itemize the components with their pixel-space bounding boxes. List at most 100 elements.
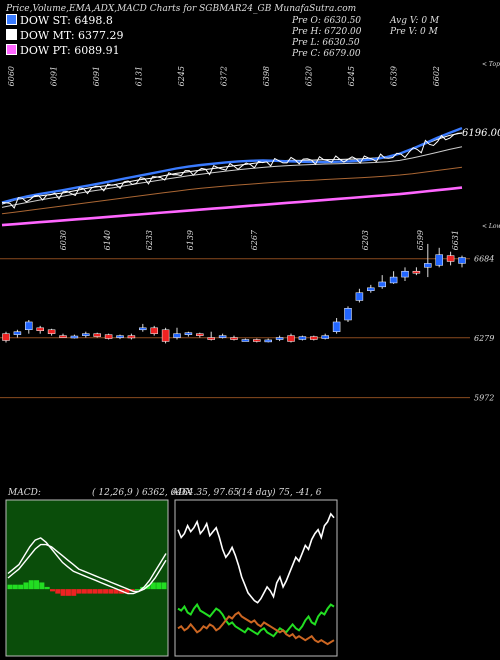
candle-body bbox=[230, 337, 238, 340]
candle-body bbox=[127, 335, 136, 339]
ema-top-tick: 6245 bbox=[177, 66, 186, 86]
ema-top-tick: 6091 bbox=[92, 66, 101, 86]
macd-hist-bar bbox=[44, 586, 50, 590]
price-level-label: 5972 bbox=[474, 394, 494, 403]
adx-params: (14 day) 75, -41, 6 bbox=[238, 487, 322, 498]
ema-top-tick: 6539 bbox=[390, 66, 399, 86]
candle-body bbox=[264, 339, 272, 343]
candle-body bbox=[321, 335, 329, 339]
chart-title: Price,Volume,EMA,ADX,MACD Charts for SGB… bbox=[6, 4, 357, 14]
ema-lows-annotation: < Lows bbox=[482, 223, 500, 230]
macd-hist-bar bbox=[12, 584, 18, 590]
ema-bottom-tick: 6267 bbox=[250, 229, 259, 250]
ema-series-line-2 bbox=[1, 126, 463, 204]
ema-bottom-tick: 6599 bbox=[416, 230, 425, 250]
candle-body bbox=[355, 292, 364, 301]
macd-hist-bar bbox=[124, 589, 130, 594]
legend-pt: DOW PT: 6089.91 bbox=[6, 44, 120, 57]
macd-hist-bar bbox=[87, 589, 93, 594]
ema-series-line-4 bbox=[1, 186, 463, 227]
candle-body bbox=[36, 327, 44, 331]
quote-pre-volume: Pre V: 0 M bbox=[390, 27, 438, 37]
ema-close-line bbox=[1, 132, 463, 209]
legend-st-label: DOW ST: 6498.8 bbox=[20, 14, 113, 27]
candle-body bbox=[389, 276, 398, 284]
ema-bottom-tick: 6203 bbox=[361, 230, 370, 250]
macd-hist-bar bbox=[49, 589, 55, 592]
macd-hist-bar bbox=[103, 589, 109, 594]
macd-hist-bar bbox=[97, 589, 103, 594]
quote-pre-high: Pre H: 6720.00 bbox=[292, 27, 362, 37]
macd-hist-bar bbox=[23, 582, 29, 590]
candle-body bbox=[161, 329, 170, 342]
macd-hist-bar bbox=[161, 582, 167, 590]
ema-top-tick: 6131 bbox=[135, 66, 144, 86]
legend-st: DOW ST: 6498.8 bbox=[6, 14, 113, 27]
legend-mt-swatch bbox=[6, 29, 17, 40]
ema-bottom-tick: 6030 bbox=[59, 230, 68, 250]
macd-series-line-1 bbox=[7, 543, 167, 593]
macd-hist-bar bbox=[150, 582, 156, 590]
macd-hist-bar bbox=[34, 580, 40, 590]
quote-pre-close: Pre C: 6679.00 bbox=[292, 49, 361, 59]
candle-body bbox=[116, 335, 124, 338]
candle-body bbox=[435, 254, 443, 266]
legend-mt: DOW MT: 6377.29 bbox=[6, 29, 124, 42]
macd-hist-bar bbox=[92, 589, 98, 594]
candle-body bbox=[93, 333, 101, 337]
candle-body bbox=[344, 308, 352, 321]
candle-body bbox=[150, 327, 158, 334]
adx-frame bbox=[174, 499, 338, 657]
macd-hist-bar bbox=[108, 589, 114, 594]
ema-top-annotation: < Top bbox=[482, 61, 500, 68]
macd-hist-bar bbox=[55, 589, 61, 594]
candle-body bbox=[310, 336, 318, 340]
ema-top-tick: 6398 bbox=[262, 66, 271, 86]
ema-top-tick: 6245 bbox=[347, 66, 356, 86]
ema-bottom-tick: 6233 bbox=[145, 230, 154, 250]
macd-hist-bar bbox=[28, 580, 34, 590]
candle-body bbox=[424, 263, 432, 268]
candle-body bbox=[184, 332, 193, 335]
ema-bottom-tick: 6631 bbox=[451, 230, 460, 250]
ema-top-tick: 6602 bbox=[432, 66, 441, 86]
candle-body bbox=[287, 335, 295, 342]
candle-body bbox=[401, 270, 409, 278]
candle-body bbox=[59, 335, 67, 338]
macd-hist-bar bbox=[18, 584, 24, 590]
candle-body bbox=[25, 321, 33, 331]
adx-title: ADX bbox=[171, 488, 193, 498]
macd-hist-bar bbox=[156, 582, 162, 590]
candle-body bbox=[47, 329, 56, 334]
ema-top-tick: 6060 bbox=[7, 66, 16, 86]
macd-hist-bar bbox=[65, 589, 71, 596]
macd-hist-bar bbox=[60, 589, 66, 596]
legend-pt-label: DOW PT: 6089.91 bbox=[20, 44, 120, 57]
macd-hist-bar bbox=[81, 589, 87, 594]
candle-body bbox=[13, 331, 22, 335]
macd-params: ( 12,26,9 ) 6362, 6464.35, 97.65 bbox=[92, 487, 240, 498]
ema-top-tick: 6372 bbox=[220, 66, 229, 86]
adx-series-line-2 bbox=[177, 611, 335, 646]
legend-st-swatch bbox=[6, 14, 17, 25]
quote-pre-open: Pre O: 6630.50 bbox=[292, 16, 362, 26]
candle-body bbox=[196, 333, 204, 336]
macd-hist-bar bbox=[134, 589, 140, 591]
ema-top-tick: 6520 bbox=[305, 66, 314, 86]
adx-series-line-1 bbox=[177, 602, 335, 638]
candle-body bbox=[332, 321, 341, 332]
ema-bottom-tick: 6139 bbox=[186, 230, 195, 250]
candle-body bbox=[2, 333, 10, 341]
candle-body bbox=[70, 335, 79, 339]
macd-hist-bar bbox=[145, 584, 151, 590]
candle-body bbox=[367, 287, 375, 291]
legend-pt-swatch bbox=[6, 44, 17, 55]
price-level-label: 6279 bbox=[474, 334, 494, 343]
candle-body bbox=[104, 334, 113, 339]
candle-body bbox=[298, 336, 307, 340]
candle-body bbox=[241, 339, 250, 342]
ema-series-line-1 bbox=[1, 146, 463, 208]
ema-last-value: 6196.00 bbox=[462, 128, 500, 139]
